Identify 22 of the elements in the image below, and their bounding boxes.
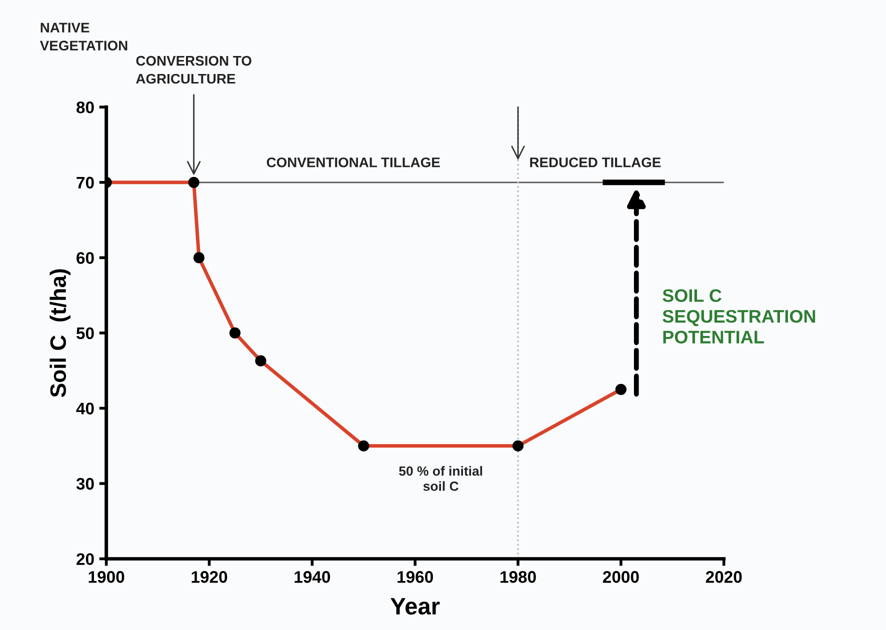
y-tick-label: 60 [76,252,94,264]
annotation: CONVENTIONAL TILLAGE [266,157,440,168]
y-tick-label: 80 [76,102,94,114]
y-tick-label: 30 [76,478,94,490]
x-tick-label: 1960 [398,571,433,583]
x-tick-label: 1940 [294,571,330,583]
annotation: SOIL C SEQUESTRATION POTENTIAL [662,289,816,344]
x-tick-label: 2020 [706,571,742,583]
y-axis-title: Soil C (t/ha) [50,269,70,398]
annotation: CONVERSION TO AGRICULTURE [136,56,252,84]
x-tick-label: 1900 [88,571,124,583]
x-tick-label: 1980 [500,571,536,583]
annotation: REDUCED TILLAGE [530,157,661,168]
x-axis-title: Year [390,598,440,615]
text: NATIVE VEGETATION [40,22,128,51]
y-tick-label: 50 [76,327,94,340]
y-tick-label: 40 [76,402,94,414]
y-tick-label: 70 [76,176,94,189]
x-tick-label: 1920 [192,571,228,583]
x-tick-label: 2000 [602,571,639,583]
y-tick-label: 20 [76,553,94,566]
annotation: 50 % of initial soil C [399,466,482,491]
